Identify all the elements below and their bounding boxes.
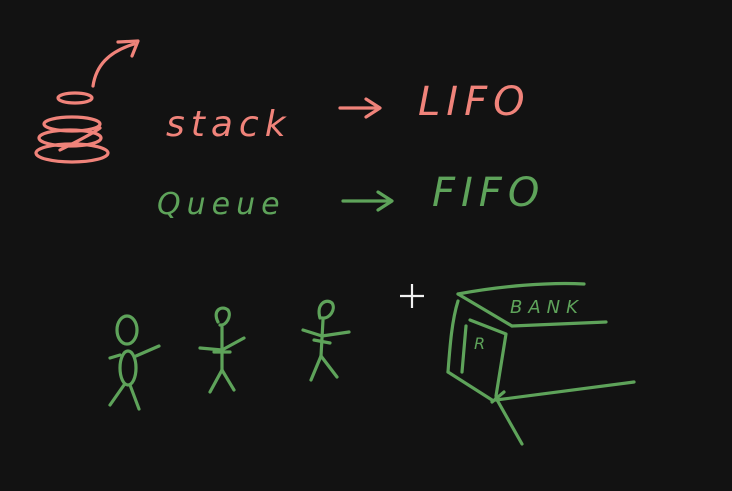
- queue-meaning: FIFO: [432, 170, 545, 216]
- stack-arrow-icon: [338, 97, 382, 119]
- queue-person-3-icon: [301, 299, 351, 382]
- push-arrow-icon: [91, 39, 140, 88]
- bank-building-drawing: [446, 281, 636, 446]
- queue-person-1-icon: [108, 314, 161, 411]
- queue-arrow-icon: [341, 190, 394, 212]
- stack-label: stack: [166, 104, 292, 145]
- queue-person-2-icon: [198, 306, 246, 394]
- stack-meaning: LIFO: [418, 79, 531, 125]
- stack-of-plates-drawing: [34, 91, 110, 164]
- bank-label: BANK: [510, 297, 584, 318]
- bank-counter-mark: R: [474, 334, 491, 353]
- crosshair-cursor-icon: [400, 284, 424, 308]
- queue-label: Queue: [157, 187, 286, 222]
